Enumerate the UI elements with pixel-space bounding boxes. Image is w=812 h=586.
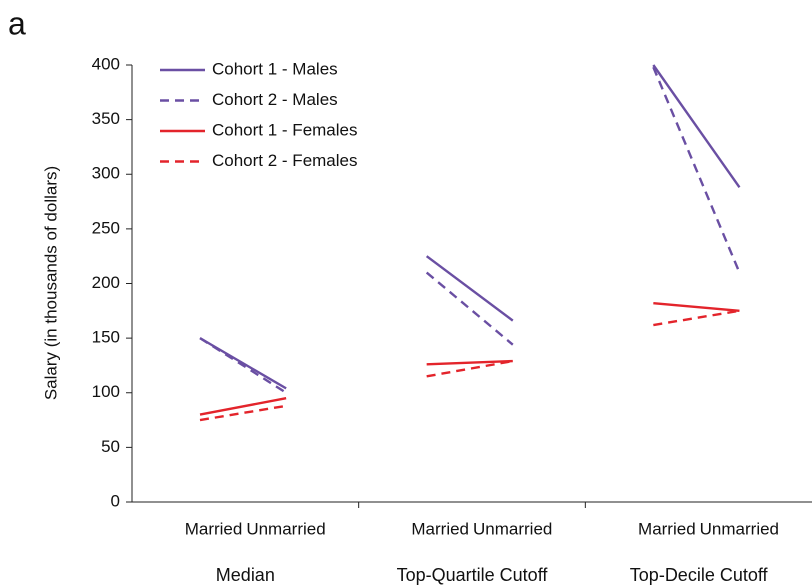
y-tick-label: 250 xyxy=(92,218,120,237)
series-line xyxy=(199,337,287,390)
series-line xyxy=(652,66,741,274)
series-line xyxy=(425,271,514,346)
panel-label: a xyxy=(8,5,26,41)
category-label: Unmarried xyxy=(246,519,325,538)
y-tick-label: 100 xyxy=(92,382,120,401)
series-line xyxy=(425,255,514,322)
legend-label: Cohort 2 - Females xyxy=(212,151,358,170)
series-line xyxy=(653,301,740,313)
series-line xyxy=(199,337,287,394)
series-line xyxy=(652,64,741,189)
y-tick-label: 400 xyxy=(92,54,120,73)
y-axis-label: Salary (in thousands of dollars) xyxy=(41,166,60,400)
group-label: Median xyxy=(216,565,275,585)
y-tick-label: 0 xyxy=(111,491,120,510)
legend-label: Cohort 1 - Males xyxy=(212,59,338,78)
series-line xyxy=(426,359,513,366)
series-line xyxy=(199,397,287,416)
group-label: Top-Decile Cutoff xyxy=(630,565,769,585)
group-label: Top-Quartile Cutoff xyxy=(397,565,549,585)
category-label: Married xyxy=(638,519,696,538)
y-tick-label: 50 xyxy=(101,437,120,456)
y-tick-label: 350 xyxy=(92,109,120,128)
category-label: Married xyxy=(411,519,469,538)
category-label: Married xyxy=(185,519,243,538)
legend-label: Cohort 1 - Females xyxy=(212,120,358,139)
y-tick-label: 300 xyxy=(92,164,120,183)
series-line xyxy=(653,309,740,327)
y-tick-label: 200 xyxy=(92,273,120,292)
legend-label: Cohort 2 - Males xyxy=(212,90,338,109)
category-label: Unmarried xyxy=(473,519,552,538)
category-label: Unmarried xyxy=(700,519,779,538)
y-tick-label: 150 xyxy=(92,328,120,347)
